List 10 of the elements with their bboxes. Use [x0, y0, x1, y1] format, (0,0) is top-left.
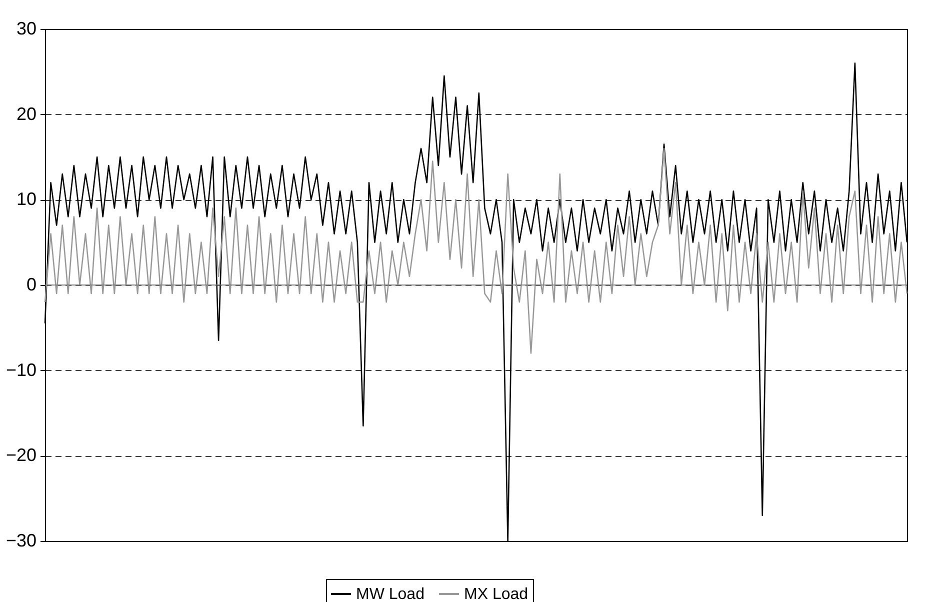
- line-series: [44, 148, 908, 354]
- y-tick-label: 30: [16, 18, 36, 38]
- y-tick-label: 20: [16, 104, 36, 124]
- y-tick-label: 0: [26, 274, 36, 294]
- y-tick-label: 10: [16, 189, 36, 210]
- y-tick-label: −10: [6, 360, 36, 380]
- legend-label: MW Load: [356, 586, 424, 602]
- y-tick-label: −20: [6, 445, 36, 466]
- legend-label: MX Load: [464, 586, 528, 602]
- y-tick-label: −30: [6, 530, 36, 550]
